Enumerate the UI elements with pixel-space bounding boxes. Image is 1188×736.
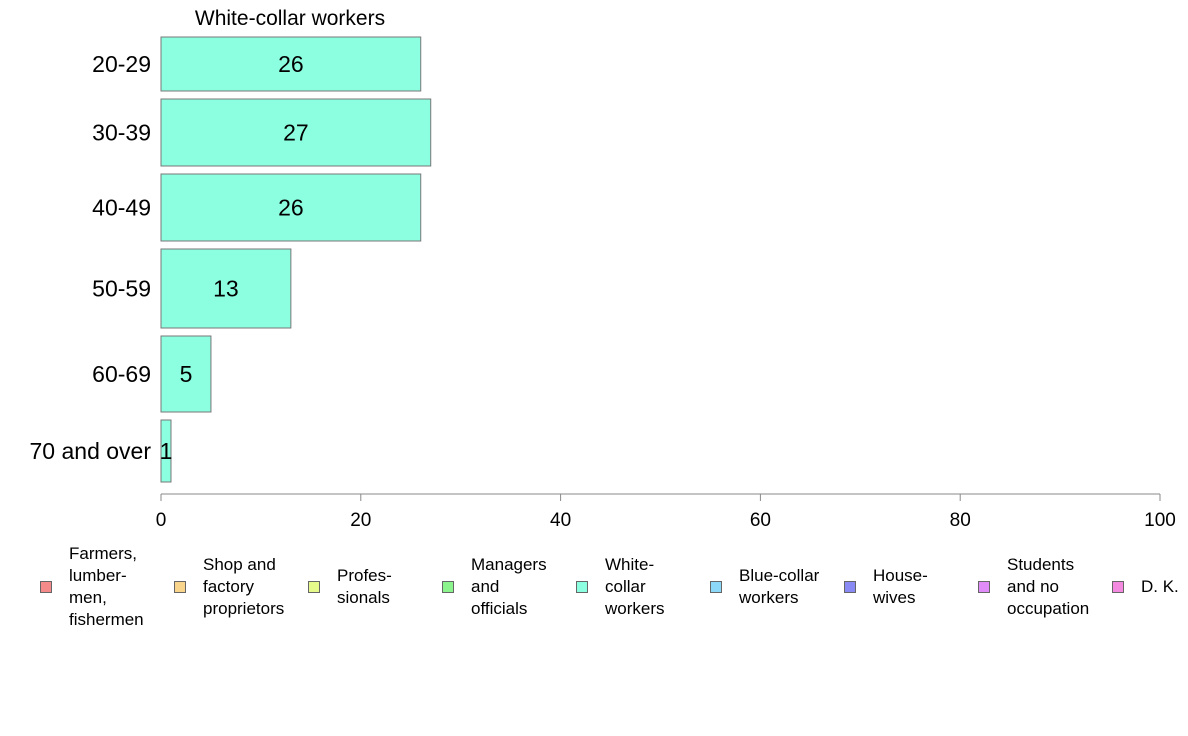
legend-swatch xyxy=(442,581,454,593)
legend-label: D. K. xyxy=(1141,577,1179,596)
data-label: 26 xyxy=(278,195,304,221)
x-axis: 0 20 40 60 80 100 xyxy=(156,493,1176,531)
data-label: 1 xyxy=(160,438,173,464)
bar xyxy=(160,248,292,329)
data-label: 26 xyxy=(278,51,304,77)
x-tick-label: 60 xyxy=(750,510,771,531)
legend-item: Blue-collar workers xyxy=(710,565,819,609)
legend-swatch xyxy=(576,581,588,593)
legend-swatch xyxy=(174,581,186,593)
category-label: 30-39 xyxy=(92,120,151,146)
legend: Farmers, lumber- men, fishermen Shop and … xyxy=(0,544,1188,644)
legend-swatch xyxy=(710,581,722,593)
bars-group: 20-29 26 30-39 27 40-49 26 50-59 13 60-69 5 70 and… xyxy=(30,36,432,483)
legend-label: Students and no occupation xyxy=(1007,555,1090,618)
legend-label: Blue-collar workers xyxy=(739,566,820,607)
x-tick-label: 40 xyxy=(550,510,571,531)
bar xyxy=(160,419,172,483)
legend-label: Profes- sionals xyxy=(337,566,392,607)
legend-label: Shop and factory proprietors xyxy=(203,555,285,618)
chart-title: White-collar workers xyxy=(195,7,385,30)
legend-item: House- wives xyxy=(844,565,928,609)
legend-label: Farmers, lumber- men, fishermen xyxy=(69,544,144,629)
category-label: 20-29 xyxy=(92,51,151,77)
category-label: 70 and over xyxy=(30,438,152,464)
legend-swatch xyxy=(844,581,856,593)
legend-item: Profes- sionals xyxy=(308,565,392,609)
bar xyxy=(160,173,422,242)
category-label: 50-59 xyxy=(92,276,151,302)
x-tick-label: 0 xyxy=(156,510,167,531)
bar xyxy=(160,36,422,92)
bar-chart: White-collar workers 20-29 26 30-39 27 40-49… xyxy=(30,7,1176,531)
legend-item: D. K. xyxy=(1112,576,1179,598)
x-tick-label: 20 xyxy=(350,510,371,531)
legend-label: White- collar workers xyxy=(605,555,665,618)
bar xyxy=(160,98,432,167)
legend-item: Students and no occupation xyxy=(978,554,1089,620)
legend-label: House- wives xyxy=(873,566,928,607)
data-label: 13 xyxy=(213,276,239,302)
x-tick-label: 80 xyxy=(950,510,971,531)
data-label: 5 xyxy=(180,361,193,387)
legend-swatch xyxy=(40,581,52,593)
bar xyxy=(160,335,212,413)
legend-item: Managers and officials xyxy=(442,554,547,620)
legend-swatch xyxy=(1112,581,1124,593)
data-label: 27 xyxy=(283,120,309,146)
legend-item: Farmers, lumber- men, fishermen xyxy=(40,543,144,631)
category-label: 40-49 xyxy=(92,195,151,221)
legend-item: White- collar workers xyxy=(576,554,665,620)
legend-label: Managers and officials xyxy=(471,555,547,618)
legend-swatch xyxy=(978,581,990,593)
x-tick-label: 100 xyxy=(1144,510,1176,531)
category-label: 60-69 xyxy=(92,361,151,387)
legend-swatch xyxy=(308,581,320,593)
legend-item: Shop and factory proprietors xyxy=(174,554,284,620)
